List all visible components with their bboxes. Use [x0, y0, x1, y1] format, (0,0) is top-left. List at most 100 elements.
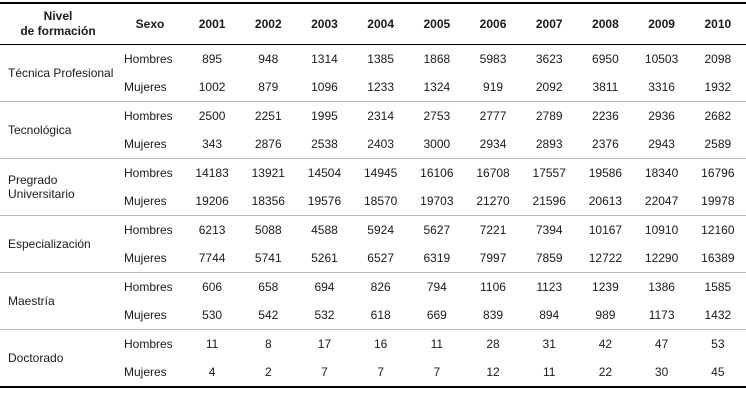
- value-cell: 826: [352, 272, 409, 301]
- value-cell: 14945: [352, 158, 409, 187]
- value-cell: 895: [184, 44, 241, 73]
- value-cell: 18356: [240, 187, 297, 216]
- value-cell: 1868: [408, 44, 465, 73]
- header-sex: Sexo: [116, 3, 184, 45]
- value-cell: 2936: [633, 101, 690, 130]
- value-cell: 7221: [464, 215, 522, 244]
- table-row: Técnica Profesional Hombres 895 948 1314 1385…: [0, 44, 746, 102]
- value-cell: 7394: [521, 215, 578, 244]
- value-cell: 2500: [184, 101, 241, 130]
- value-cell: 7: [296, 358, 353, 387]
- value-cell: 7: [352, 358, 409, 387]
- value-cell: 22047: [633, 187, 690, 216]
- value-cell: 2893: [521, 130, 578, 159]
- value-cell: 4588: [296, 215, 353, 244]
- table-row: Mujeres 7744 5741 5261 6527 6319 7997 7859 12722…: [0, 244, 746, 273]
- value-cell: 1173: [633, 301, 690, 330]
- sex-label: Hombres: [116, 272, 184, 301]
- sex-label: Mujeres: [116, 358, 184, 387]
- header-row: Nivel de formación Sexo 2001 2002 2003 2…: [0, 3, 746, 45]
- header-year-2007: 2007: [521, 3, 578, 45]
- value-cell: 17: [296, 329, 353, 358]
- value-cell: 2403: [352, 130, 409, 159]
- value-cell: 839: [464, 301, 522, 330]
- value-cell: 16389: [689, 244, 746, 273]
- value-cell: 7744: [184, 244, 241, 273]
- value-cell: 11: [521, 358, 578, 387]
- value-cell: 19703: [408, 187, 465, 216]
- value-cell: 1585: [689, 272, 746, 301]
- sex-label: Mujeres: [116, 73, 184, 102]
- value-cell: 1096: [296, 73, 353, 102]
- value-cell: 5924: [352, 215, 409, 244]
- table-row: Maestría Hombres 606 658 694 826 794 1106 1123 12…: [0, 272, 746, 330]
- value-cell: 19978: [689, 187, 746, 216]
- value-cell: 343: [184, 130, 241, 159]
- value-cell: 694: [296, 272, 353, 301]
- value-cell: 28: [464, 329, 522, 358]
- sex-label: Hombres: [116, 44, 184, 73]
- value-cell: 12722: [577, 244, 634, 273]
- value-cell: 3811: [577, 73, 634, 102]
- value-cell: 1432: [689, 301, 746, 330]
- value-cell: 894: [521, 301, 578, 330]
- level-label: Técnica Profesional: [0, 44, 116, 102]
- value-cell: 12: [464, 358, 522, 387]
- value-cell: 2376: [577, 130, 634, 159]
- value-cell: 2753: [408, 101, 465, 130]
- table-row: Tecnológica Hombres 2500 2251 1995 2314 2753 27…: [0, 101, 746, 159]
- table-row: Mujeres 343 2876 2538 2403 3000 2934 2893 2376 29…: [0, 130, 746, 159]
- value-cell: 2589: [689, 130, 746, 159]
- value-cell: 21596: [521, 187, 578, 216]
- table-row: Doctorado Hombres 11 8 17 16 11 28 31 42 47 53: [0, 329, 746, 387]
- value-cell: 2092: [521, 73, 578, 102]
- value-cell: 1314: [296, 44, 353, 73]
- value-cell: 2098: [689, 44, 746, 73]
- sex-label: Mujeres: [116, 301, 184, 330]
- value-cell: 20613: [577, 187, 634, 216]
- value-cell: 1233: [352, 73, 409, 102]
- table-row: Mujeres 19206 18356 19576 18570 19703 21270 215…: [0, 187, 746, 216]
- value-cell: 1123: [521, 272, 578, 301]
- value-cell: 3316: [633, 73, 690, 102]
- level-label: Especialización: [0, 215, 116, 273]
- value-cell: 2251: [240, 101, 297, 130]
- value-cell: 19206: [184, 187, 241, 216]
- value-cell: 2: [240, 358, 297, 387]
- value-cell: 16: [352, 329, 409, 358]
- table-row: Mujeres 530 542 532 618 669 839 894 989 1173 1432: [0, 301, 746, 330]
- header-year-2004: 2004: [352, 3, 409, 45]
- value-cell: 6527: [352, 244, 409, 273]
- value-cell: 1324: [408, 73, 465, 102]
- value-cell: 21270: [464, 187, 522, 216]
- value-cell: 6213: [184, 215, 241, 244]
- header-year-2003: 2003: [296, 3, 353, 45]
- value-cell: 30: [633, 358, 690, 387]
- table-row: Mujeres 1002 879 1096 1233 1324 919 2092 3811 331…: [0, 73, 746, 102]
- value-cell: 6319: [408, 244, 465, 273]
- level-label: Tecnológica: [0, 101, 116, 159]
- table-body: Técnica Profesional Hombres 895 948 1314 1385…: [0, 44, 746, 387]
- value-cell: 2876: [240, 130, 297, 159]
- value-cell: 11: [408, 329, 465, 358]
- value-cell: 2314: [352, 101, 409, 130]
- value-cell: 7859: [521, 244, 578, 273]
- value-cell: 12160: [689, 215, 746, 244]
- value-cell: 42: [577, 329, 634, 358]
- value-cell: 47: [633, 329, 690, 358]
- value-cell: 14504: [296, 158, 353, 187]
- value-cell: 2236: [577, 101, 634, 130]
- value-cell: 542: [240, 301, 297, 330]
- value-cell: 2538: [296, 130, 353, 159]
- value-cell: 5088: [240, 215, 297, 244]
- sex-label: Hombres: [116, 101, 184, 130]
- value-cell: 5627: [408, 215, 465, 244]
- value-cell: 45: [689, 358, 746, 387]
- value-cell: 530: [184, 301, 241, 330]
- value-cell: 10167: [577, 215, 634, 244]
- value-cell: 879: [240, 73, 297, 102]
- value-cell: 31: [521, 329, 578, 358]
- value-cell: 2777: [464, 101, 522, 130]
- value-cell: 3623: [521, 44, 578, 73]
- value-cell: 989: [577, 301, 634, 330]
